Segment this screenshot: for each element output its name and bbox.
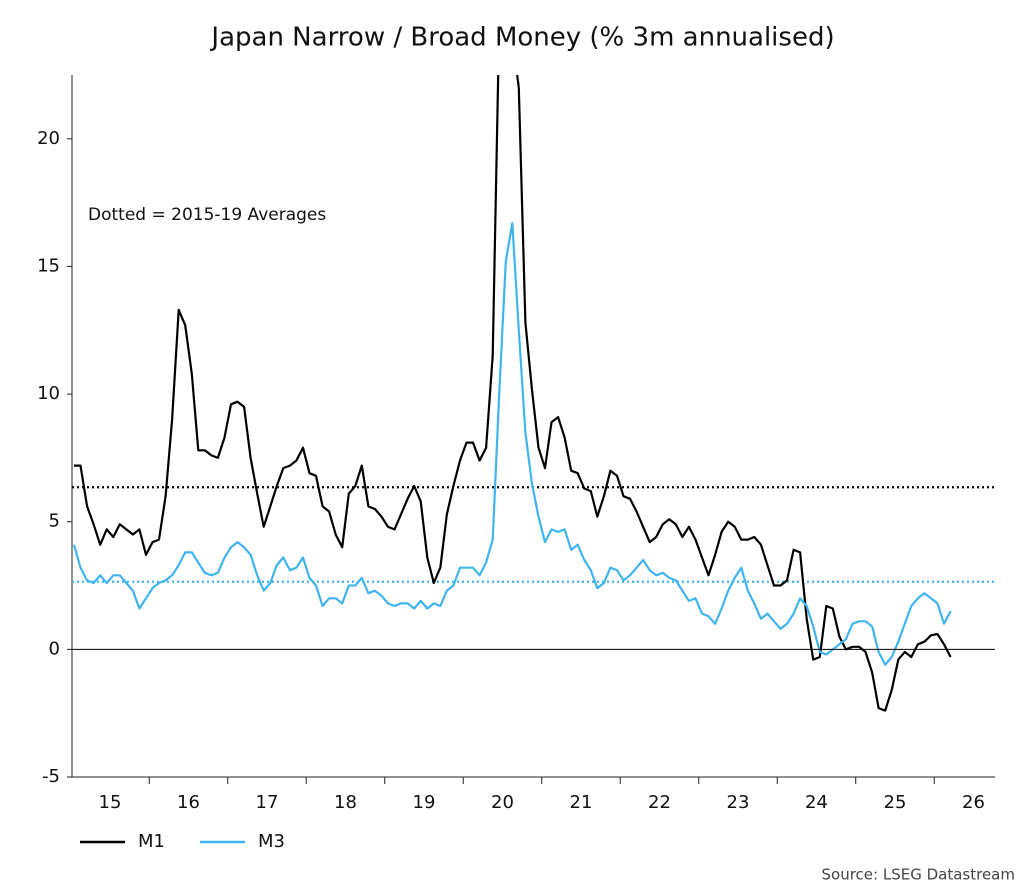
x-tick-label: 21 (570, 792, 593, 813)
x-tick-label: 17 (256, 792, 279, 813)
chart-title: Japan Narrow / Broad Money (% 3m annuali… (209, 23, 834, 53)
x-tick-label: 20 (491, 792, 514, 813)
y-tick-label: -5 (42, 766, 60, 787)
x-tick-label: 23 (727, 792, 750, 813)
series-line (74, 75, 952, 712)
y-tick-label: 0 (49, 638, 60, 659)
x-tick-label: 16 (177, 792, 200, 813)
plot-area (72, 75, 995, 712)
x-tick-label: 24 (805, 792, 828, 813)
y-tick-label: 5 (49, 511, 60, 532)
legend-label: M3 (258, 831, 285, 852)
x-tick-label: 25 (884, 792, 907, 813)
x-tick-label: 15 (99, 792, 122, 813)
x-tick-label: 26 (962, 792, 985, 813)
x-tick-label: 19 (413, 792, 436, 813)
x-tick-label: 22 (648, 792, 671, 813)
annotation: Dotted = 2015-19 Averages (88, 205, 326, 225)
y-tick-label: 10 (37, 383, 60, 404)
legend-label: M1 (138, 831, 165, 852)
y-tick-label: 20 (37, 128, 60, 149)
x-tick-label: 18 (334, 792, 357, 813)
source-note: Source: LSEG Datastream (822, 866, 1015, 884)
series-line (72, 222, 952, 666)
y-tick-label: 15 (37, 255, 60, 276)
